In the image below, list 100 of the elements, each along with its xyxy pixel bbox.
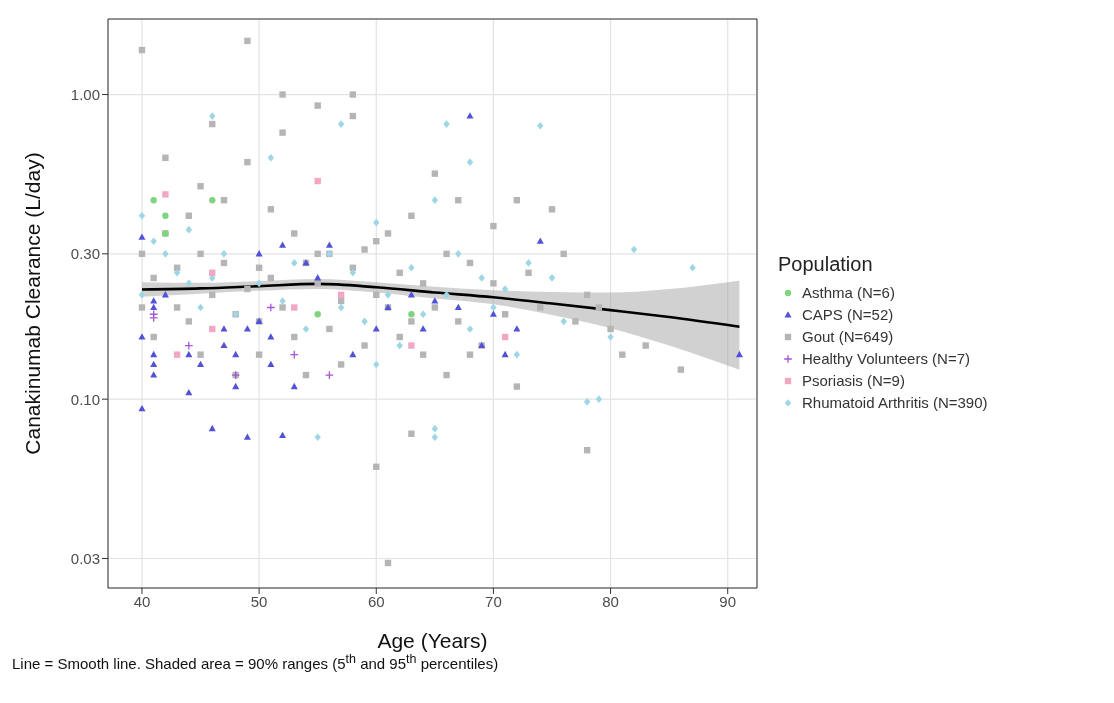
y-tick-label: 1.00: [70, 85, 100, 103]
point: [324, 370, 334, 380]
point: [162, 212, 169, 219]
y-tick-label: 0.03: [70, 549, 100, 567]
point: [361, 317, 368, 326]
point: [279, 241, 287, 248]
x-tick-label: 60: [367, 592, 385, 610]
point: [208, 424, 216, 432]
point: [279, 431, 287, 439]
point: [408, 311, 415, 318]
point: [583, 398, 591, 406]
point: [232, 382, 240, 390]
point: [349, 350, 357, 358]
point: [536, 237, 544, 244]
point: [525, 259, 532, 267]
point: [314, 311, 321, 318]
point: [466, 112, 474, 119]
point: [197, 360, 205, 368]
point: [349, 268, 357, 277]
point: [607, 333, 614, 341]
point: [138, 291, 146, 299]
point: [630, 245, 638, 254]
point: [243, 433, 251, 440]
point: [466, 158, 474, 166]
legend-label: Rhumatoid Arthritis (N=390): [802, 394, 988, 411]
point: [173, 268, 181, 277]
legend-label: Healthy Volunteers (N=7): [802, 350, 971, 367]
x-tick-label: 40: [133, 592, 151, 610]
x-tick-label: 50: [250, 592, 268, 610]
point: [325, 241, 333, 248]
point: [314, 177, 321, 185]
point: [372, 325, 380, 332]
point: [595, 395, 603, 404]
point: [185, 388, 193, 396]
point: [431, 433, 439, 442]
x-axis-title: Age (Years): [377, 629, 488, 652]
point: [513, 325, 521, 332]
legend-title: Population: [778, 252, 874, 276]
point: [337, 120, 345, 128]
point: [197, 303, 204, 312]
point: [373, 360, 380, 369]
point: [185, 279, 193, 288]
point: [396, 341, 403, 350]
text: Line = Smooth line. Shaded area = 90% ranges (5$^{th}$ and 95$^{th}$ percentiles): [12, 652, 500, 672]
point: [209, 112, 216, 120]
y-axis-title: Canakinumab Clearance (L/day): [21, 152, 45, 455]
point: [431, 196, 439, 205]
point: [150, 297, 158, 304]
point: [138, 211, 146, 220]
point: [220, 325, 228, 332]
point: [314, 274, 322, 281]
point: [173, 351, 181, 358]
point: [408, 342, 415, 349]
legend-label: Asthma (N=6): [802, 284, 895, 301]
point: [689, 263, 696, 272]
x-tick-label: 90: [719, 592, 737, 610]
point: [267, 333, 275, 340]
point: [314, 433, 321, 442]
point: [255, 279, 263, 288]
point: [291, 259, 298, 267]
point: [279, 297, 286, 305]
point: [466, 325, 474, 333]
point: [150, 350, 158, 358]
point: [537, 121, 544, 130]
point: [443, 120, 450, 128]
point: [560, 317, 567, 326]
point: [501, 285, 509, 293]
point: [232, 350, 240, 358]
point: [455, 249, 462, 258]
point: [489, 310, 497, 317]
y-tick-label: 0.30: [70, 245, 100, 263]
point: [150, 237, 157, 246]
point: [291, 304, 298, 311]
point: [220, 341, 228, 349]
point: [138, 333, 146, 340]
point: [490, 303, 497, 312]
point: [384, 291, 392, 299]
point: [290, 382, 298, 390]
legend-label: Gout (N=649): [802, 328, 894, 345]
point: [513, 350, 521, 359]
legend-label: CAPS (N=52): [802, 306, 894, 323]
point: [478, 274, 485, 282]
point: [162, 191, 169, 198]
point: [431, 297, 439, 304]
point: [162, 249, 169, 258]
point: [209, 196, 216, 204]
y-tick-label: 0.10: [70, 390, 100, 408]
point: [431, 424, 439, 433]
point: [443, 291, 450, 299]
x-tick-label: 80: [602, 592, 619, 610]
point: [548, 274, 556, 282]
point: [150, 371, 158, 378]
point: [302, 325, 310, 333]
point: [267, 360, 275, 368]
point: [243, 325, 251, 332]
point: [408, 263, 415, 272]
point: [150, 303, 158, 311]
point: [150, 360, 158, 368]
legend-label: Psoriasis (N=9): [802, 372, 905, 389]
point: [185, 350, 193, 358]
